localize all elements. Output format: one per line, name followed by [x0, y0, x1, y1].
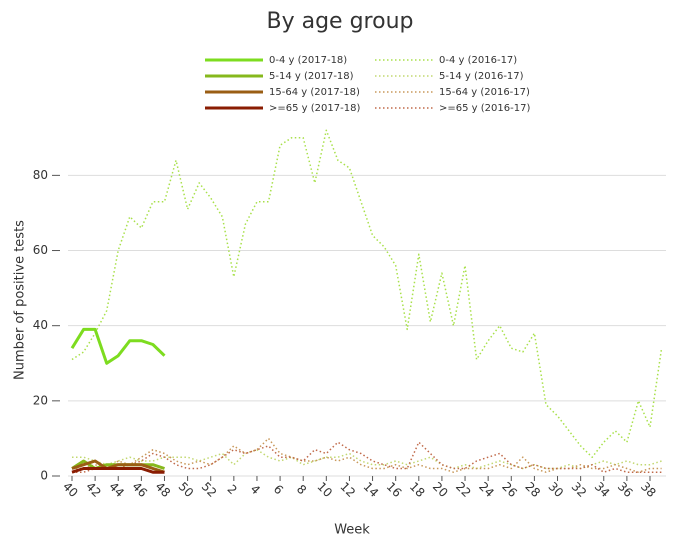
legend-label: 0-4 y (2016-17)	[439, 55, 517, 66]
x-tick-label: 24	[476, 479, 497, 500]
x-tick-label: 8	[294, 482, 309, 497]
chart-title: By age group	[267, 9, 414, 34]
series-line	[71, 459, 165, 474]
x-tick-label: 14	[361, 479, 382, 500]
y-tick-label: 20	[33, 393, 48, 407]
legend-label: 5-14 y (2017-18)	[269, 71, 354, 82]
x-tick-label: 52	[199, 479, 220, 500]
legend-label: 15-64 y (2017-18)	[269, 87, 360, 98]
legend-label: 5-14 y (2016-17)	[439, 71, 524, 82]
x-tick-label: 46	[129, 479, 150, 500]
legend-label: >=65 y (2016-17)	[439, 103, 530, 114]
x-tick-label: 32	[569, 479, 590, 500]
series-line	[71, 129, 663, 458]
x-tick-label: 2	[225, 482, 240, 497]
x-tick-label: 18	[407, 479, 428, 500]
x-tick-label: 48	[152, 479, 173, 500]
x-axis-label: Week	[334, 523, 370, 538]
series-line	[72, 441, 662, 473]
legend-label: >=65 y (2017-18)	[269, 103, 360, 114]
x-tick-label: 16	[384, 479, 405, 500]
x-tick-label: 28	[522, 479, 543, 500]
y-axis-label: Number of positive tests	[13, 220, 28, 380]
y-tick-label: 40	[33, 318, 48, 332]
x-tick-label: 20	[430, 479, 451, 500]
x-tick-label: 38	[638, 479, 659, 500]
series-line	[71, 467, 165, 474]
legend-label: 0-4 y (2017-18)	[269, 55, 347, 66]
legend-label: 15-64 y (2016-17)	[439, 87, 530, 98]
series-line	[70, 327, 166, 365]
x-tick-label: 26	[499, 479, 520, 500]
x-tick-label: 36	[615, 479, 636, 500]
y-tick-label: 60	[33, 243, 48, 257]
y-tick-label: 0	[40, 469, 48, 483]
x-tick-label: 22	[453, 479, 474, 500]
x-tick-label: 44	[106, 479, 127, 500]
x-tick-label: 42	[83, 479, 104, 500]
x-tick-label: 34	[592, 479, 613, 500]
x-tick-label: 40	[60, 479, 81, 500]
series-line	[72, 437, 662, 473]
y-tick-label: 80	[33, 168, 48, 182]
x-tick-label: 12	[337, 479, 358, 500]
x-tick-label: 6	[271, 482, 286, 497]
x-tick-label: 4	[248, 482, 263, 497]
x-tick-label: 50	[176, 479, 197, 500]
x-tick-label: 30	[546, 479, 567, 500]
x-tick-label: 10	[314, 479, 335, 500]
